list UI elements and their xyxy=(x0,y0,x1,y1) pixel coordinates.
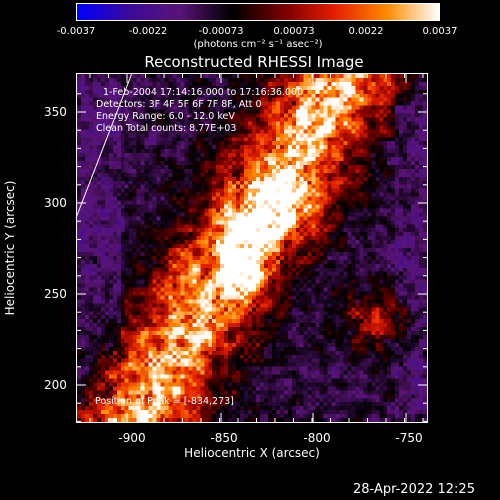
detectors-text: Detectors: 3F 4F 5F 6F 7F 8F, Att 0 xyxy=(96,99,262,110)
image-frame xyxy=(76,73,428,423)
y-tick-label: 250 xyxy=(44,287,67,301)
colorbar-tick-label: -0.0037 xyxy=(56,26,96,37)
x-tick-label: -900 xyxy=(118,431,146,445)
x-axis-label: Heliocentric X (arcsec) xyxy=(184,446,320,460)
colorbar xyxy=(76,3,440,21)
colorbar-units: (photons cm⁻² s⁻¹ asec⁻²) xyxy=(193,39,323,50)
x-tick-label: -750 xyxy=(395,431,423,445)
x-tick-label: -850 xyxy=(210,431,238,445)
y-tick-label: 300 xyxy=(44,196,67,210)
timestamp: 28-Apr-2022 12:25 xyxy=(353,482,475,497)
peak-position-text: Position of Peak = [-834,273] xyxy=(95,396,234,407)
colorbar-tick-label: -0.0022 xyxy=(128,26,168,37)
y-tick-label: 200 xyxy=(44,378,67,392)
energy-range-text: Energy Range: 6.0 - 12.0 keV xyxy=(96,111,235,122)
y-tick-label: 350 xyxy=(44,105,67,119)
total-counts-text: Clean Total counts: 8.77E+03 xyxy=(96,123,237,134)
y-axis-label: Heliocentric Y (arcsec) xyxy=(3,180,17,316)
rhessi-image xyxy=(77,74,427,422)
time-range-text: 1-Feb-2004 17:14:16.000 to 17:16:36.000 xyxy=(103,87,304,98)
x-tick-label: -800 xyxy=(303,431,331,445)
plot-title: Reconstructed RHESSI Image xyxy=(144,53,364,71)
colorbar-tick-label: -0.00073 xyxy=(198,26,244,37)
colorbar-tick-label: 0.0037 xyxy=(422,26,458,37)
colorbar-tick-label: 0.00073 xyxy=(273,26,315,37)
colorbar-tick-label: 0.0022 xyxy=(348,26,384,37)
